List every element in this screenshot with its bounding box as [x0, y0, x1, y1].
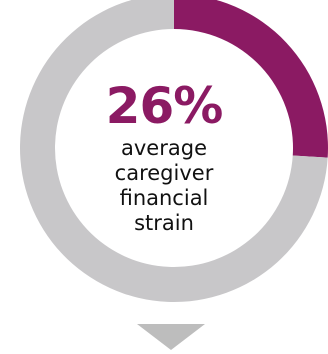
caption-line-3: financial	[119, 186, 209, 210]
caption-line-2: caregiver	[114, 161, 214, 185]
caption-line-4: strain	[134, 211, 194, 235]
donut-center-label: 26% average caregiver financial strain	[64, 78, 264, 236]
caption: average caregiver financial strain	[64, 136, 264, 236]
percentage-value: 26%	[105, 77, 224, 135]
caption-line-1: average	[121, 136, 207, 160]
slice-highlight	[174, 0, 328, 158]
